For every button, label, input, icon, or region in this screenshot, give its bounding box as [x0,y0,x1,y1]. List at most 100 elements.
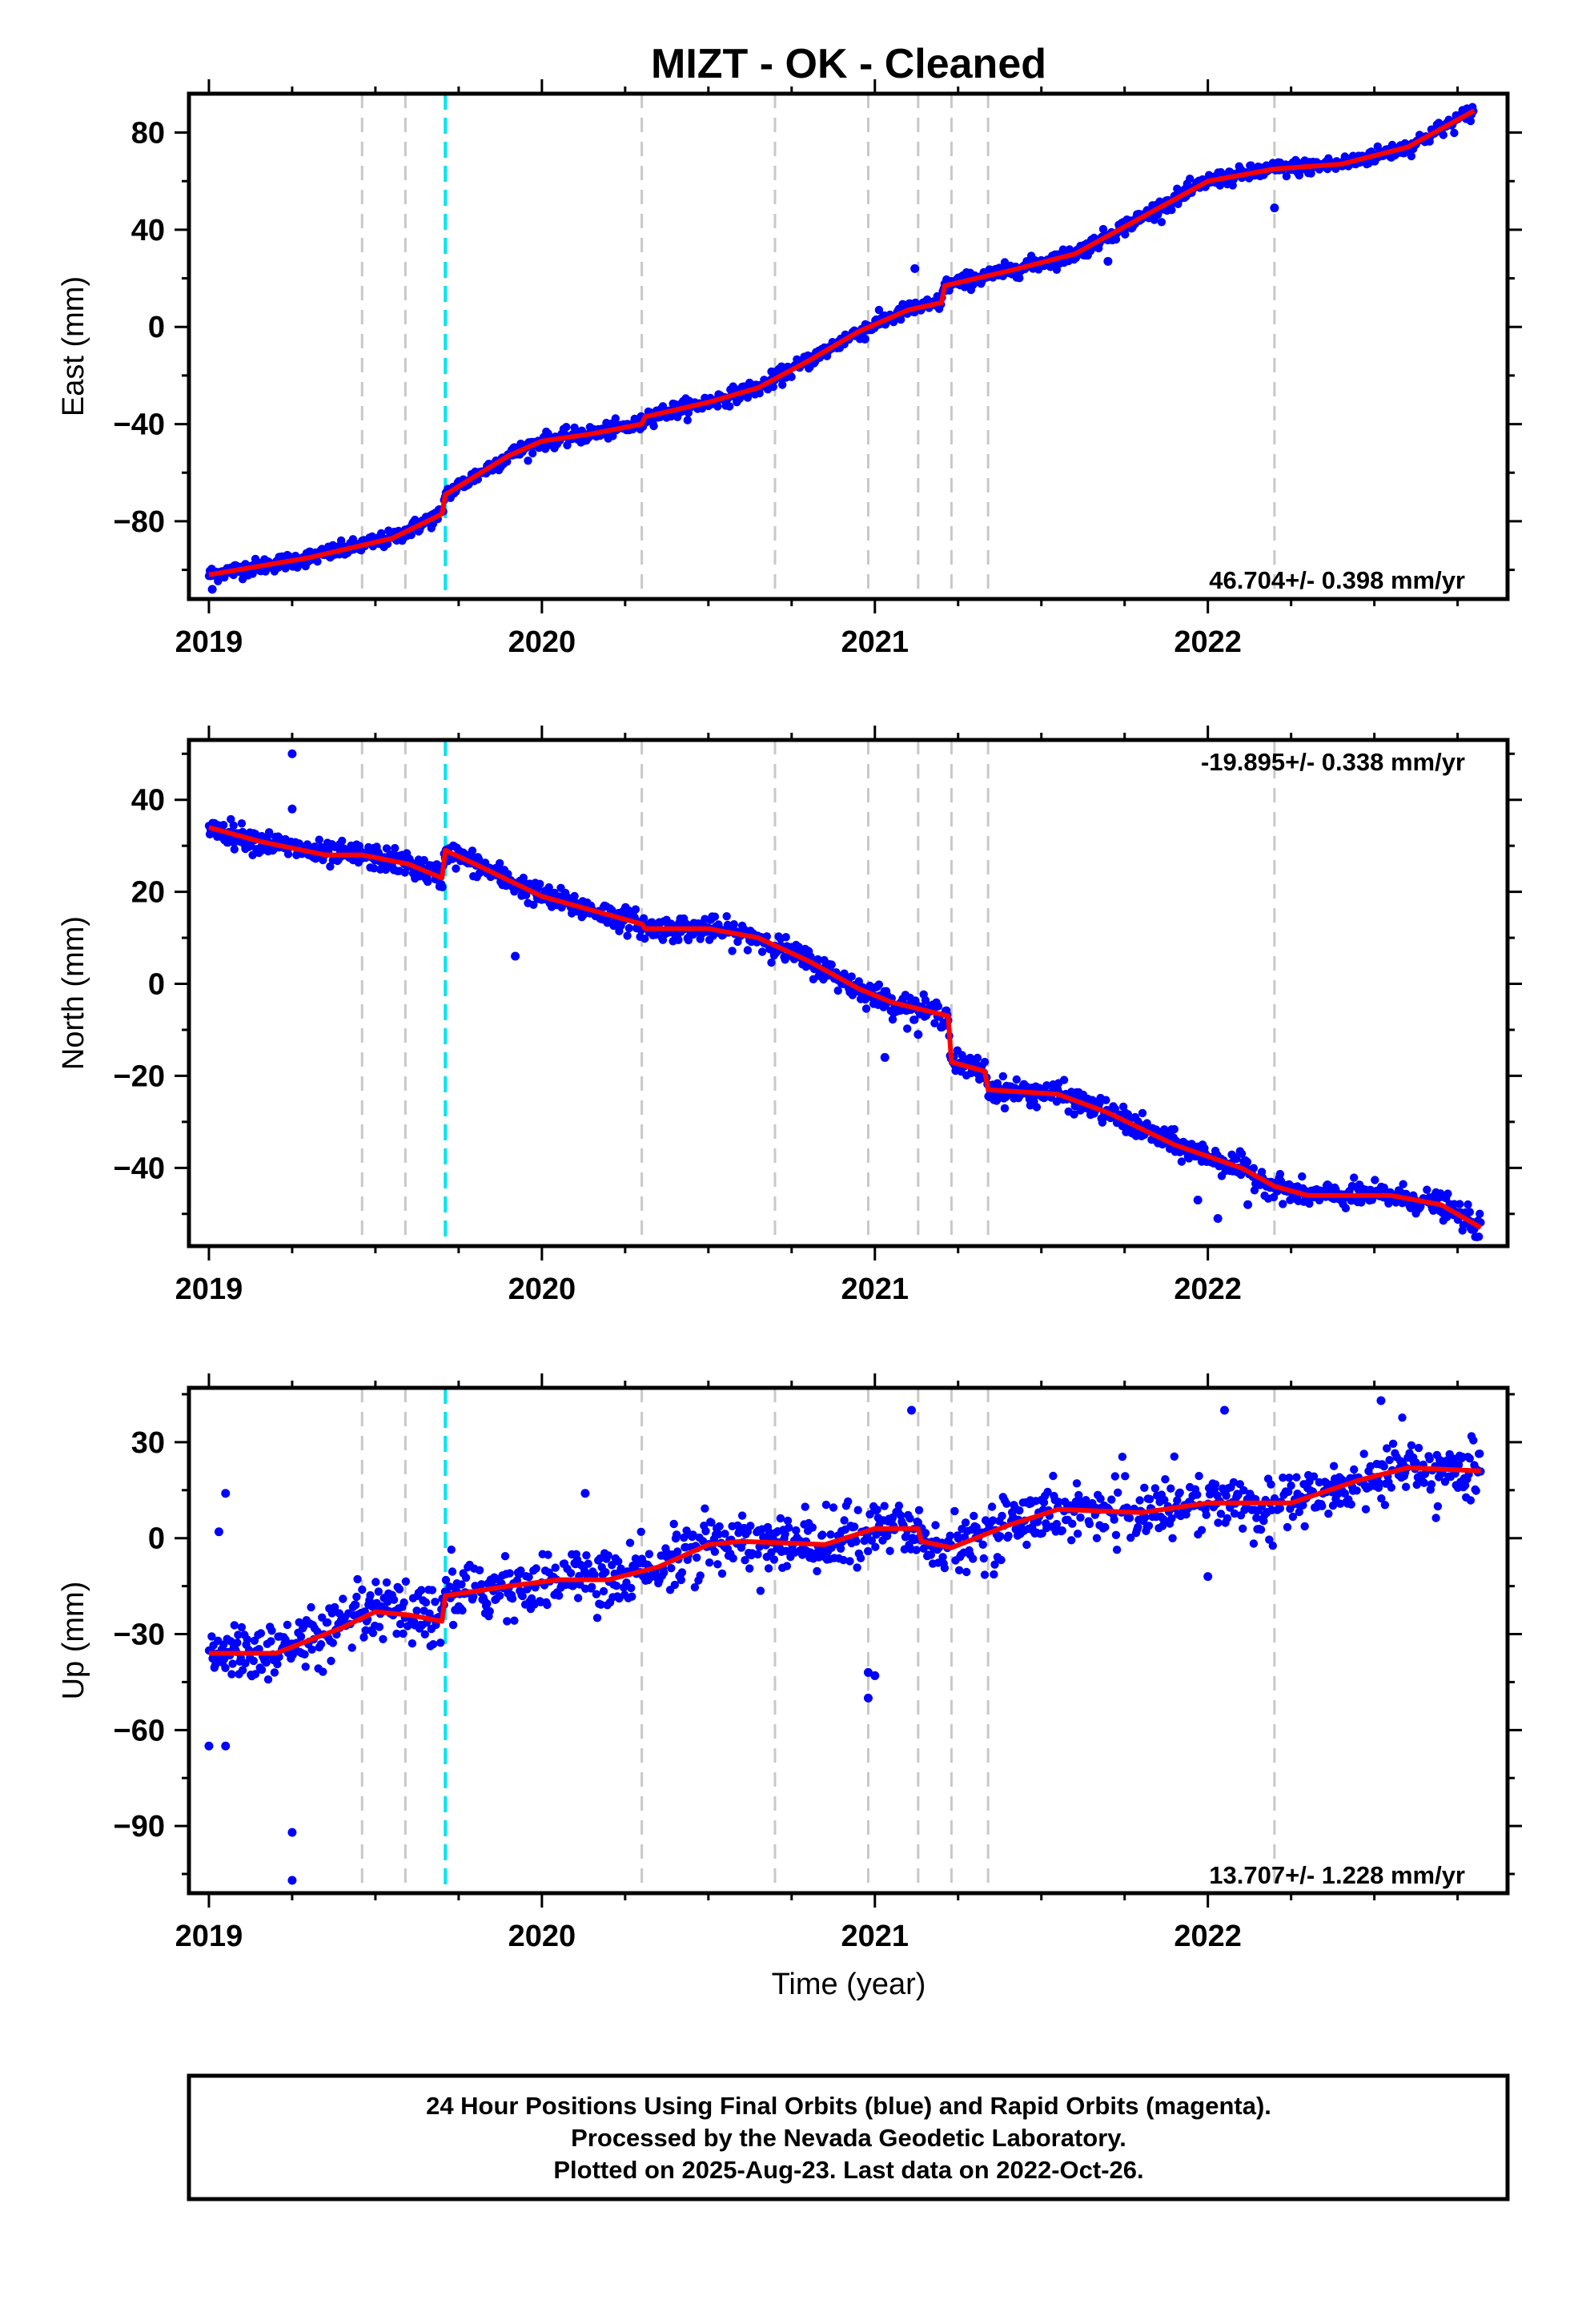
up-point [715,1522,724,1531]
up-point [475,1566,484,1575]
east-rate-label: 46.704+/- 0.398 mm/yr [1209,566,1465,594]
north-y-tick-label: 0 [148,968,165,1002]
up-point [1141,1513,1150,1522]
up-point [705,1558,714,1567]
up-point [871,1542,880,1551]
up-point [737,1511,747,1520]
north-panel: 2019 2020 2021 2022 40 20 0 −20 −40 North (mm) -19… [57,726,1522,1306]
up-outlier-point [1376,1396,1386,1405]
east-point [778,380,787,389]
east-point [313,557,322,566]
up-point [256,1629,266,1638]
east-daily-positions [204,103,1478,594]
up-point [1096,1494,1105,1503]
east-point [407,530,416,540]
north-point [1341,1204,1351,1212]
up-point [1092,1534,1102,1542]
north-point [743,946,753,955]
up-point [1110,1472,1120,1481]
north-point [315,835,323,844]
up-point [710,1547,720,1556]
north-point [639,914,648,923]
north-y-tick-label: 20 [131,876,165,910]
up-point [745,1564,754,1573]
up-outlier-point [287,1876,297,1885]
up-x-tick-label: 2022 [1174,1920,1242,1953]
up-point [588,1582,596,1591]
up-point [970,1511,978,1521]
up-point [844,1497,853,1506]
up-point [1214,1518,1223,1527]
north-point [640,934,649,943]
up-point [555,1591,564,1600]
north-point [1443,1189,1452,1198]
north-outlier-point [1243,1200,1253,1209]
up-point [1216,1510,1226,1518]
up-point [1425,1454,1434,1464]
up-point [496,1591,504,1600]
up-point [813,1566,821,1576]
up-point [1112,1546,1122,1554]
east-point [874,305,884,315]
north-point [264,828,274,837]
up-point [746,1522,755,1530]
up-point [713,1560,722,1569]
east-y-tick-label: −80 [114,505,165,539]
north-point [1399,1180,1407,1188]
north-point [219,821,228,830]
north-point [930,1019,939,1027]
up-point [383,1598,392,1606]
north-point [1423,1185,1431,1194]
up-point [221,1663,230,1672]
up-point [1352,1486,1361,1495]
north-y-axis-label: North (mm) [57,916,90,1070]
north-point [1275,1169,1285,1179]
up-point [238,1666,247,1675]
up-point [1465,1454,1475,1463]
up-point [1328,1501,1338,1510]
up-point [428,1586,437,1594]
east-outlier-point [1103,256,1113,266]
up-point [885,1546,894,1555]
up-point [1039,1498,1049,1507]
up-point [1125,1514,1134,1522]
north-point [710,912,720,921]
north-y-tick-label: 40 [131,784,165,818]
north-point [382,844,391,853]
up-point [808,1523,817,1532]
up-point [1407,1441,1416,1450]
east-point [1466,117,1476,126]
up-point [327,1656,335,1666]
east-panel: 2019 2020 2021 2022 80 40 0 −40 −80 East (mm) 46.7… [57,79,1522,659]
up-point [233,1638,242,1647]
north-point [1298,1172,1307,1181]
up-point [421,1598,431,1607]
north-point [227,814,235,824]
up-point [458,1606,467,1615]
north-point [1000,1104,1010,1113]
up-point [850,1522,859,1531]
up-point [347,1643,356,1652]
up-point [500,1552,510,1561]
north-point [1269,1192,1279,1202]
up-point [1366,1462,1375,1471]
up-point [270,1668,279,1677]
up-point [1068,1519,1077,1528]
up-point [1072,1479,1082,1488]
up-point [950,1506,959,1516]
up-point [237,1622,247,1632]
up-x-tick-label: 2020 [508,1920,576,1953]
east-y-tick-label: 40 [131,214,165,247]
up-point [283,1620,292,1630]
north-outlier-point [880,1052,889,1062]
up-x-tick-label: 2021 [841,1920,909,1953]
up-point [503,1617,512,1626]
up-point [625,1538,635,1547]
up-point [599,1586,608,1596]
east-point [725,402,734,411]
up-point [1472,1486,1480,1495]
up-point [1318,1502,1327,1510]
up-point [307,1645,316,1654]
up-point [249,1656,258,1666]
north-daily-positions [204,749,1485,1242]
